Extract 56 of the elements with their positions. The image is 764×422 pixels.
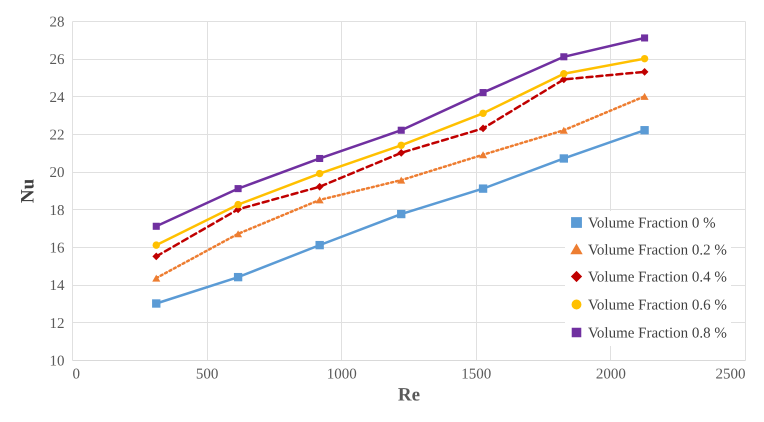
point (152, 252, 160, 260)
legend-label: Volume Fraction 0.6 % (588, 298, 727, 314)
point (641, 34, 648, 42)
point (152, 299, 160, 308)
point (234, 200, 242, 208)
x-tick-label: 500 (196, 366, 218, 382)
y-tick-label: 28 (50, 14, 64, 30)
y-axis-title: Nu (18, 178, 38, 204)
point (640, 68, 648, 76)
point (560, 70, 568, 78)
point (397, 176, 406, 184)
point (560, 53, 568, 60)
point (480, 89, 487, 96)
point (398, 142, 405, 149)
point (315, 240, 324, 250)
point (479, 110, 487, 117)
point (234, 185, 242, 192)
point (398, 126, 405, 134)
x-tick-label: 2000 (596, 366, 626, 382)
y-tick-label: 26 (50, 52, 65, 68)
legend-label: Volume Fraction 0.8 % (588, 326, 727, 342)
point (640, 92, 649, 100)
y-tick-label: 22 (50, 128, 64, 144)
point (640, 54, 648, 62)
point (152, 241, 160, 249)
point (234, 272, 242, 282)
point (397, 148, 406, 157)
point (152, 274, 160, 282)
legend-label: Volume Fraction 0.2 % (588, 242, 727, 258)
y-tick-label: 24 (50, 90, 65, 106)
x-tick-label: 0 (72, 366, 80, 382)
point (152, 222, 160, 230)
y-tick-label: 14 (50, 278, 65, 294)
x-tick-label: 1000 (326, 366, 357, 382)
legend-label: Volume Fraction 0 % (588, 216, 716, 232)
point (640, 126, 649, 134)
x-tick-label: 1500 (461, 366, 492, 382)
y-tick-label: 12 (50, 316, 64, 332)
point (234, 230, 242, 238)
point (397, 210, 406, 218)
y-tick-label: 20 (50, 165, 64, 182)
x-axis-title: Re (398, 384, 420, 406)
point (316, 182, 324, 191)
point (479, 124, 487, 132)
x-tick-label: 2500 (716, 366, 746, 382)
point (478, 184, 488, 193)
point (560, 126, 568, 134)
y-tick-label: 16 (50, 240, 65, 256)
point (316, 154, 324, 162)
legend-label: Volume Fraction 0.4 % (588, 270, 727, 286)
point (479, 151, 488, 158)
y-tick-label: 10 (50, 354, 64, 370)
point (560, 154, 568, 163)
point (316, 196, 324, 204)
y-tick-label: 18 (50, 202, 64, 219)
point (316, 170, 324, 178)
